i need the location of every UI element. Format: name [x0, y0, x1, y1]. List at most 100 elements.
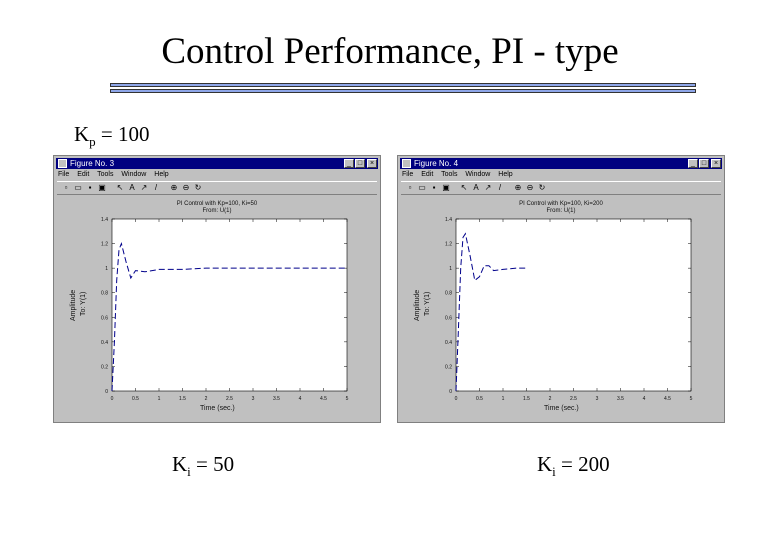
maximize-button[interactable]: □: [355, 159, 365, 168]
x-tick-label: 0: [111, 396, 114, 402]
print-icon[interactable]: ▣: [98, 183, 106, 192]
kp-label: Kp = 100: [74, 122, 150, 150]
arrow-tool-icon[interactable]: ↗: [484, 183, 492, 192]
plot-subtitle: From: U(1): [546, 208, 576, 214]
y-tick-label: 0.2: [101, 364, 108, 370]
menu-window[interactable]: Window: [121, 171, 147, 178]
plot-area: [455, 218, 692, 392]
x-tick-label: 2: [549, 396, 552, 402]
title-underline: [110, 83, 696, 93]
response-line: [111, 241, 347, 392]
save-icon[interactable]: ▪: [432, 183, 436, 192]
arrow-tool-icon[interactable]: ↗: [140, 183, 148, 192]
x-tick-label: 2.5: [570, 396, 577, 402]
window-title: Figure No. 3: [70, 159, 115, 168]
y-axis-sublabel: To: Y(1): [80, 291, 87, 316]
y-tick-label: 1: [449, 266, 452, 272]
x-tick-label: 1.5: [523, 396, 530, 402]
y-tick-label: 1.2: [445, 242, 452, 248]
x-tick-label: 0: [455, 396, 458, 402]
y-tick-label: 1.2: [101, 242, 108, 248]
open-folder-icon[interactable]: ▭: [418, 183, 426, 192]
plot-area: [111, 218, 348, 392]
line-tool-icon[interactable]: /: [498, 183, 502, 192]
x-tick-label: 4: [299, 396, 302, 402]
menubar: File Edit Tools Window Help: [402, 170, 519, 180]
x-tick-label: 2.5: [226, 396, 233, 402]
figure-window-4[interactable]: Figure No. 4 _ □ × File Edit Tools Windo…: [397, 155, 725, 423]
new-file-icon[interactable]: ▫: [408, 183, 412, 192]
y-tick-label: 1.4: [445, 217, 452, 223]
minimize-button[interactable]: _: [344, 159, 354, 168]
y-axis-sublabel: To: Y(1): [424, 291, 431, 316]
ki-label-2: Ki = 200: [537, 452, 610, 480]
menu-file[interactable]: File: [402, 171, 414, 178]
text-tool-icon[interactable]: A: [473, 183, 479, 192]
menu-window[interactable]: Window: [465, 171, 491, 178]
response-plot: 0 0.2 0.4 0.6 0.8 1 1.2 1.4 0 0.5 1 1.5 2 2.5 3 3.5 4 4.5…: [101, 217, 349, 402]
x-tick-label: 4: [643, 396, 646, 402]
x-tick-label: 1.5: [179, 396, 186, 402]
x-tick-label: 2: [205, 396, 208, 402]
y-tick-label: 0.4: [101, 340, 108, 346]
zoom-in-icon[interactable]: ⊕: [170, 183, 178, 192]
x-tick-label: 0.5: [476, 396, 483, 402]
figure-window-3[interactable]: Figure No. 3 _ □ × File Edit Tools Windo…: [53, 155, 381, 423]
menu-help[interactable]: Help: [154, 171, 169, 178]
x-tick-label: 0.5: [132, 396, 139, 402]
menu-tools[interactable]: Tools: [441, 171, 458, 178]
arrow-pointer-icon[interactable]: ↖: [116, 183, 124, 192]
y-tick-label: 0: [449, 389, 452, 395]
x-tick-label: 3.5: [617, 396, 624, 402]
open-folder-icon[interactable]: ▭: [74, 183, 82, 192]
zoom-in-icon[interactable]: ⊕: [514, 183, 522, 192]
plot-subtitle: From: U(1): [202, 208, 232, 214]
save-icon[interactable]: ▪: [88, 183, 92, 192]
y-tick-label: 0.6: [101, 315, 108, 321]
menu-tools[interactable]: Tools: [97, 171, 114, 178]
maximize-button[interactable]: □: [699, 159, 709, 168]
x-tick-label: 4.5: [664, 396, 671, 402]
x-tick-label: 1: [158, 396, 161, 402]
y-tick-label: 0: [105, 389, 108, 395]
y-tick-label: 0.6: [445, 315, 452, 321]
ki-label-1: Ki = 50: [172, 452, 235, 480]
slide-title: Control Performance, PI - type: [161, 31, 619, 72]
minimize-button[interactable]: _: [688, 159, 698, 168]
arrow-pointer-icon[interactable]: ↖: [460, 183, 468, 192]
window-titlebar[interactable]: Figure No. 3 _ □ ×: [56, 158, 378, 169]
y-tick-label: 0.2: [445, 364, 452, 370]
y-tick-label: 0.8: [445, 291, 452, 297]
y-tick-label: 0.8: [101, 291, 108, 297]
zoom-out-icon[interactable]: ⊖: [526, 183, 534, 192]
x-axis-label: Time (sec.): [544, 405, 579, 412]
x-tick-label: 4.5: [320, 396, 327, 402]
x-tick-label: 5: [690, 396, 693, 402]
x-axis-label: Time (sec.): [200, 405, 235, 412]
close-button[interactable]: ×: [711, 159, 721, 168]
rotate-icon[interactable]: ↻: [194, 183, 202, 192]
menu-edit[interactable]: Edit: [77, 171, 90, 178]
toolbar: ▫ ▭ ▪ ▣ ↖ A ↗ / ⊕ ⊖ ↻: [57, 181, 377, 195]
print-icon[interactable]: ▣: [442, 183, 450, 192]
y-axis-label: Amplitude: [70, 289, 77, 321]
new-file-icon[interactable]: ▫: [64, 183, 68, 192]
text-tool-icon[interactable]: A: [129, 183, 135, 192]
close-button[interactable]: ×: [367, 159, 377, 168]
menubar: File Edit Tools Window Help: [58, 170, 175, 180]
menu-file[interactable]: File: [58, 171, 70, 178]
figure-app-icon: [402, 159, 411, 168]
y-tick-label: 0.4: [445, 340, 452, 346]
plot-title: PI Control with Kp=100, Ki=50: [176, 201, 258, 207]
figure-app-icon: [58, 159, 67, 168]
y-axis-label: Amplitude: [414, 289, 421, 321]
line-tool-icon[interactable]: /: [154, 183, 158, 192]
menu-edit[interactable]: Edit: [421, 171, 434, 178]
zoom-out-icon[interactable]: ⊖: [182, 183, 190, 192]
rotate-icon[interactable]: ↻: [538, 183, 546, 192]
window-title: Figure No. 4: [414, 159, 459, 168]
window-titlebar[interactable]: Figure No. 4 _ □ ×: [400, 158, 722, 169]
menu-help[interactable]: Help: [498, 171, 513, 178]
x-tick-label: 3.5: [273, 396, 280, 402]
y-tick-label: 1: [105, 266, 108, 272]
